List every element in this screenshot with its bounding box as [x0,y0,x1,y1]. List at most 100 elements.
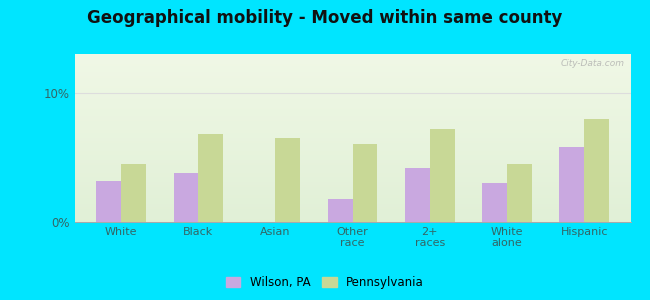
Bar [75,202,630,203]
Bar [75,167,630,168]
Bar [75,194,630,195]
Bar [75,113,630,115]
Bar [75,135,630,136]
Bar [75,160,630,161]
Bar [75,168,630,170]
Bar [75,61,630,62]
Bar [75,71,630,73]
Bar [75,104,630,106]
Bar [75,115,630,116]
Bar [75,173,630,175]
Bar [75,158,630,160]
Bar [75,155,630,157]
Bar [430,129,454,222]
Bar [75,116,630,118]
Bar [75,143,630,145]
Bar [75,103,630,104]
Bar [75,153,630,155]
Bar [75,187,630,188]
Bar [75,148,630,150]
Bar [75,57,630,59]
Bar [75,118,630,119]
Bar [75,188,630,190]
Bar [75,212,630,214]
Bar [75,205,630,207]
Bar [121,164,146,222]
Bar [75,126,630,128]
Bar [75,150,630,152]
Bar [75,121,630,123]
Bar [75,185,630,187]
Bar [75,108,630,109]
Bar [482,183,507,222]
Bar [584,118,609,222]
Bar [75,180,630,182]
Bar [75,73,630,74]
Bar [75,200,630,202]
Bar [75,145,630,146]
Bar [75,177,630,178]
Bar [75,54,630,56]
Bar [75,165,630,166]
Bar [75,182,630,183]
Bar [75,152,630,153]
Bar [75,190,630,192]
Bar [174,173,198,222]
Bar [75,157,630,158]
Bar [75,219,630,220]
Bar [75,141,630,143]
Bar [405,168,430,222]
Bar [75,195,630,197]
Bar [75,96,630,98]
Bar [198,134,223,222]
Bar [75,69,630,71]
Bar [75,89,630,91]
Bar [75,88,630,89]
Bar [75,208,630,210]
Bar [75,170,630,172]
Bar [75,74,630,76]
Text: City-Data.com: City-Data.com [561,59,625,68]
Bar [75,217,630,219]
Bar [75,62,630,64]
Bar [75,207,630,208]
Bar [75,123,630,124]
Text: Geographical mobility - Moved within same county: Geographical mobility - Moved within sam… [87,9,563,27]
Bar [75,172,630,173]
Bar [75,91,630,93]
Bar [75,124,630,126]
Bar [75,128,630,130]
Bar [75,68,630,69]
Bar [276,138,300,222]
Bar [75,99,630,101]
Bar [75,93,630,94]
Bar [75,82,630,84]
Bar [75,64,630,66]
Bar [75,98,630,99]
Bar [75,111,630,113]
Bar [75,163,630,165]
Bar [75,106,630,108]
Bar [75,146,630,148]
Bar [75,136,630,138]
Bar [75,119,630,121]
Legend: Wilson, PA, Pennsylvania: Wilson, PA, Pennsylvania [222,272,428,294]
Bar [507,164,532,222]
Bar [75,161,630,163]
Bar [328,199,352,222]
Bar [75,59,630,61]
Bar [75,138,630,140]
Bar [560,147,584,222]
Bar [352,145,377,222]
Bar [75,215,630,217]
Bar [75,94,630,96]
Bar [75,56,630,57]
Bar [75,110,630,111]
Bar [75,131,630,133]
Bar [75,199,630,200]
Bar [75,130,630,131]
Bar [75,183,630,185]
Bar [75,140,630,141]
Bar [75,192,630,194]
Bar [75,84,630,86]
